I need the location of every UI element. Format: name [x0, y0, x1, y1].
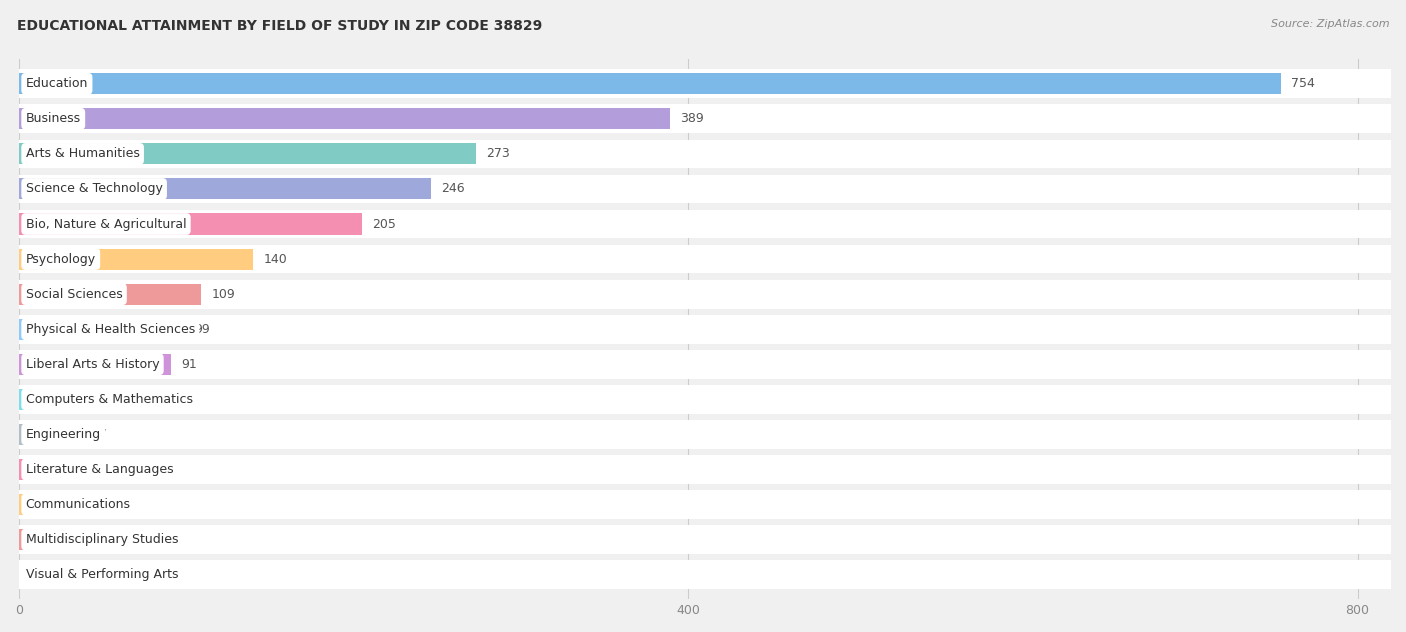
Bar [20, 73, 1281, 94]
Text: Visual & Performing Arts: Visual & Performing Arts [25, 568, 179, 581]
Bar [20, 248, 253, 270]
Text: 91: 91 [181, 358, 197, 371]
Text: 31: 31 [82, 463, 97, 476]
Text: Communications: Communications [25, 498, 131, 511]
Text: Social Sciences: Social Sciences [25, 288, 122, 301]
Text: 205: 205 [373, 217, 396, 231]
Bar [20, 104, 1391, 133]
Text: Computers & Mathematics: Computers & Mathematics [25, 393, 193, 406]
Text: Psychology: Psychology [25, 253, 96, 265]
Text: Bio, Nature & Agricultural: Bio, Nature & Agricultural [25, 217, 187, 231]
Text: 273: 273 [486, 147, 509, 161]
Text: Engineering: Engineering [25, 428, 101, 441]
Bar [20, 459, 70, 480]
Text: 109: 109 [211, 288, 235, 301]
Text: 99: 99 [194, 323, 211, 336]
Bar [20, 385, 1391, 414]
Bar [20, 210, 1391, 238]
Bar [20, 214, 361, 234]
Text: Physical & Health Sciences: Physical & Health Sciences [25, 323, 195, 336]
Text: 40: 40 [96, 393, 112, 406]
Text: Source: ZipAtlas.com: Source: ZipAtlas.com [1271, 19, 1389, 29]
Bar [20, 143, 475, 164]
Text: 140: 140 [263, 253, 287, 265]
Text: 246: 246 [440, 183, 464, 195]
Bar [20, 70, 1391, 98]
Bar [20, 178, 430, 200]
Bar [20, 315, 1391, 344]
Bar [20, 490, 1391, 519]
Bar [20, 560, 1391, 589]
Bar [20, 350, 1391, 379]
Text: Business: Business [25, 112, 80, 125]
Bar [20, 140, 1391, 168]
Bar [20, 108, 669, 130]
Bar [20, 525, 1391, 554]
Bar [20, 280, 1391, 308]
Text: 15: 15 [55, 533, 70, 546]
Text: 20: 20 [62, 498, 79, 511]
Bar [20, 455, 1391, 484]
Text: Education: Education [25, 77, 89, 90]
Bar [20, 424, 82, 445]
Bar [20, 494, 52, 515]
Text: 754: 754 [1291, 77, 1315, 90]
Text: 389: 389 [681, 112, 703, 125]
Bar [20, 319, 184, 340]
Text: Multidisciplinary Studies: Multidisciplinary Studies [25, 533, 179, 546]
Text: Arts & Humanities: Arts & Humanities [25, 147, 139, 161]
Text: EDUCATIONAL ATTAINMENT BY FIELD OF STUDY IN ZIP CODE 38829: EDUCATIONAL ATTAINMENT BY FIELD OF STUDY… [17, 19, 543, 33]
Bar [20, 284, 201, 305]
Bar [20, 389, 86, 410]
Bar [20, 245, 1391, 274]
Bar [20, 174, 1391, 204]
Text: Science & Technology: Science & Technology [25, 183, 163, 195]
Text: Literature & Languages: Literature & Languages [25, 463, 173, 476]
Bar [20, 420, 1391, 449]
Bar [20, 354, 172, 375]
Text: Liberal Arts & History: Liberal Arts & History [25, 358, 159, 371]
Text: 37: 37 [91, 428, 107, 441]
Text: 0: 0 [30, 568, 37, 581]
Bar [20, 529, 44, 550]
